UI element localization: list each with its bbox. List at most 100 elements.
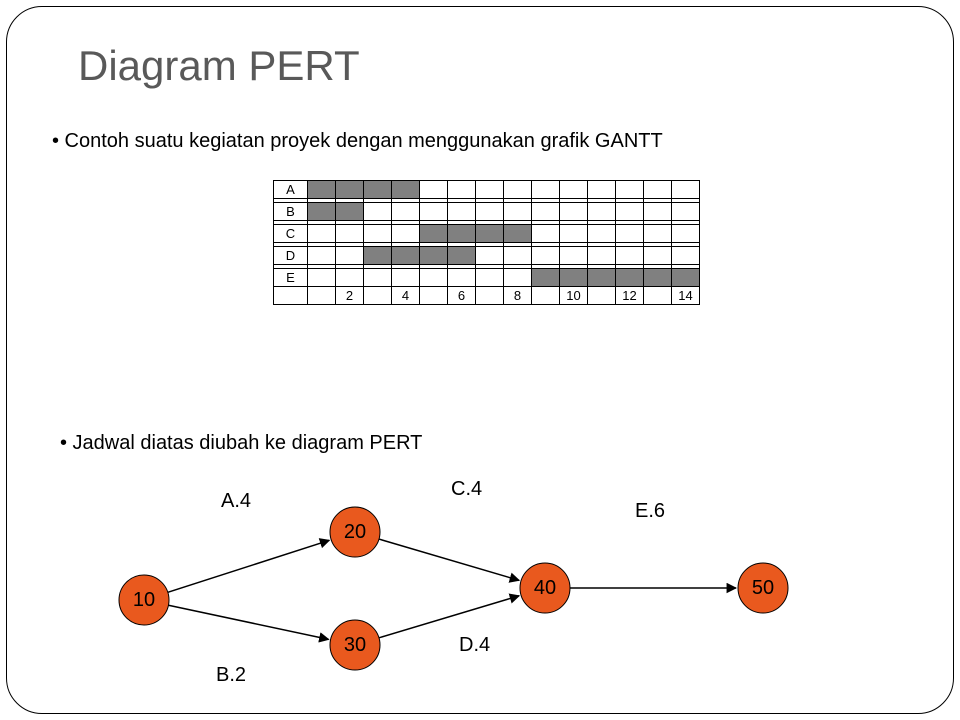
gantt-cell — [420, 269, 448, 287]
gantt-cell — [672, 181, 700, 199]
pert-edge — [379, 596, 519, 638]
pert-diagram: 10 20 30 40 50 — [70, 470, 890, 700]
gantt-cell — [672, 225, 700, 243]
gantt-cell — [336, 247, 364, 265]
gantt-axis-cell: 14 — [672, 287, 700, 305]
edge-label-D: D.4 — [459, 634, 490, 657]
gantt-axis-cell — [308, 287, 336, 305]
gantt-cell — [616, 225, 644, 243]
gantt-cell — [448, 181, 476, 199]
gantt-cell — [504, 225, 532, 243]
gantt-axis-cell — [588, 287, 616, 305]
gantt-cell — [308, 181, 336, 199]
gantt-cell — [616, 181, 644, 199]
gantt-cell — [504, 247, 532, 265]
gantt-cell — [560, 225, 588, 243]
gantt-cell — [504, 181, 532, 199]
edge-label-E: E.6 — [635, 500, 665, 523]
gantt-axis-cell: 2 — [336, 287, 364, 305]
gantt-cell — [308, 269, 336, 287]
gantt-cell — [448, 225, 476, 243]
pert-node-label: 10 — [133, 589, 155, 611]
gantt-cell — [532, 203, 560, 221]
gantt-row-label: B — [274, 203, 308, 221]
gantt-cell — [560, 247, 588, 265]
gantt-axis-cell — [532, 287, 560, 305]
edge-label-C: C.4 — [451, 478, 482, 501]
pert-node-label: 20 — [344, 521, 366, 543]
gantt-cell — [616, 203, 644, 221]
gantt-cell — [308, 203, 336, 221]
gantt-axis-cell: 6 — [448, 287, 476, 305]
gantt-cell — [644, 181, 672, 199]
gantt-cell — [504, 269, 532, 287]
gantt-cell — [364, 203, 392, 221]
gantt-cell — [588, 225, 616, 243]
gantt-cell — [392, 203, 420, 221]
gantt-cell — [476, 203, 504, 221]
gantt-cell — [672, 203, 700, 221]
gantt-cell — [364, 247, 392, 265]
gantt-axis-cell — [476, 287, 504, 305]
gantt-cell — [672, 247, 700, 265]
gantt-cell — [616, 269, 644, 287]
gantt-cell — [476, 225, 504, 243]
gantt-cell — [476, 247, 504, 265]
gantt-cell — [364, 225, 392, 243]
gantt-cell — [392, 247, 420, 265]
gantt-cell — [336, 203, 364, 221]
edge-label-A: A.4 — [221, 490, 251, 513]
page-title: Diagram PERT — [78, 42, 360, 90]
gantt-cell — [532, 181, 560, 199]
pert-node-label: 40 — [534, 577, 556, 599]
gantt-cell — [560, 203, 588, 221]
bullet-pert-intro: • Jadwal diatas diubah ke diagram PERT — [60, 432, 422, 455]
gantt-cell — [588, 181, 616, 199]
gantt-row-label: C — [274, 225, 308, 243]
gantt-cell — [364, 269, 392, 287]
gantt-axis-cell: 8 — [504, 287, 532, 305]
gantt-cell — [588, 269, 616, 287]
gantt-row-label: D — [274, 247, 308, 265]
gantt-axis-cell — [364, 287, 392, 305]
gantt-cell — [448, 269, 476, 287]
gantt-cell — [616, 247, 644, 265]
gantt-cell — [532, 247, 560, 265]
gantt-axis-cell — [644, 287, 672, 305]
gantt-cell — [476, 269, 504, 287]
gantt-cell — [644, 225, 672, 243]
edge-label-B: B.2 — [216, 664, 246, 687]
gantt-axis-cell: 4 — [392, 287, 420, 305]
gantt-cell — [448, 203, 476, 221]
gantt-chart: ABCDE2468101214 — [273, 180, 700, 305]
gantt-row-label: A — [274, 181, 308, 199]
pert-node-label: 50 — [752, 577, 774, 599]
gantt-cell — [448, 247, 476, 265]
gantt-cell — [672, 269, 700, 287]
gantt-cell — [336, 225, 364, 243]
gantt-cell — [644, 247, 672, 265]
gantt-axis-label — [274, 287, 308, 305]
gantt-axis-cell — [420, 287, 448, 305]
gantt-cell — [476, 181, 504, 199]
gantt-cell — [392, 181, 420, 199]
gantt-cell — [420, 181, 448, 199]
gantt-cell — [532, 225, 560, 243]
gantt-cell — [420, 225, 448, 243]
pert-node-label: 30 — [344, 634, 366, 656]
gantt-cell — [364, 181, 392, 199]
gantt-cell — [392, 269, 420, 287]
gantt-cell — [560, 181, 588, 199]
gantt-cell — [532, 269, 560, 287]
bullet-gantt-intro: • Contoh suatu kegiatan proyek dengan me… — [52, 130, 663, 153]
gantt-cell — [392, 225, 420, 243]
gantt-cell — [560, 269, 588, 287]
gantt-cell — [504, 203, 532, 221]
gantt-cell — [420, 247, 448, 265]
gantt-cell — [336, 181, 364, 199]
gantt-cell — [308, 247, 336, 265]
gantt-cell — [336, 269, 364, 287]
gantt-row-label: E — [274, 269, 308, 287]
gantt-cell — [588, 203, 616, 221]
gantt-cell — [588, 247, 616, 265]
